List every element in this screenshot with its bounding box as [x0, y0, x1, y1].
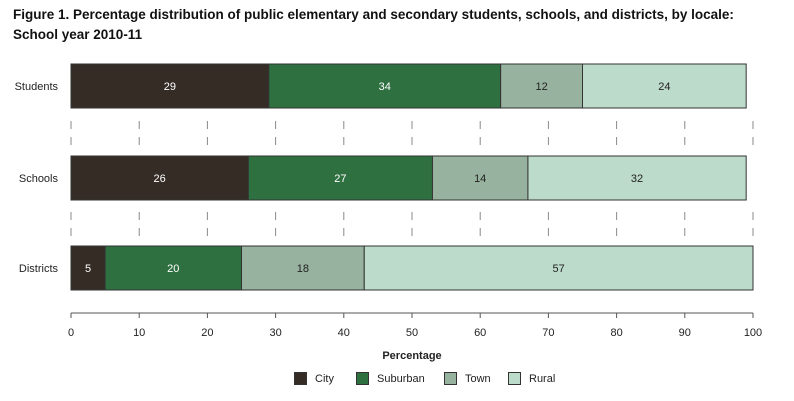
data-label-schools-rural: 32: [631, 173, 643, 185]
category-label-students: Students: [15, 81, 59, 93]
chart-title-line-1: Figure 1. Percentage distribution of pub…: [13, 7, 734, 22]
legend-label-city: City: [315, 372, 334, 385]
data-label-students-rural: 24: [658, 81, 670, 93]
data-label-schools-town: 14: [474, 173, 486, 185]
data-label-students-suburban: 34: [379, 81, 391, 93]
data-label-students-town: 12: [535, 81, 547, 93]
legend-swatch-city: [294, 372, 307, 385]
data-label-districts-city: 5: [85, 263, 91, 275]
bar-districts-city: [70, 245, 106, 291]
data-label-schools-suburban: 27: [334, 173, 346, 185]
bar-students-suburban: [268, 63, 502, 109]
category-label-schools: Schools: [19, 173, 59, 185]
bar-students-city: [70, 63, 270, 109]
chart-title: Figure 1. Percentage distribution of pub…: [13, 5, 788, 45]
x-tick-label-0: 0: [68, 327, 74, 339]
bar-districts-rural: [363, 245, 754, 291]
category-label-districts: Districts: [19, 263, 59, 275]
legend-item-suburban: Suburban: [356, 372, 425, 385]
legend-item-town: Town: [444, 372, 491, 385]
legend-label-rural: Rural: [529, 372, 556, 385]
data-label-districts-town: 18: [297, 263, 309, 275]
data-label-students-city: 29: [164, 81, 176, 93]
bar-students-rural: [582, 63, 747, 109]
legend-swatch-town: [444, 372, 457, 385]
bar-districts-suburban: [104, 245, 242, 291]
data-label-schools-city: 26: [154, 173, 166, 185]
bar-students-town: [500, 63, 583, 109]
x-tick-label-90: 90: [679, 327, 691, 339]
x-tick-label-50: 50: [406, 327, 418, 339]
x-tick-label-10: 10: [133, 327, 145, 339]
legend: City Suburban Town Rural: [0, 372, 794, 392]
x-tick-label-60: 60: [474, 327, 486, 339]
x-tick-label-70: 70: [542, 327, 554, 339]
chart-title-line-2: School year 2010-11: [13, 27, 143, 42]
x-tick-label-20: 20: [201, 327, 213, 339]
legend-swatch-suburban: [356, 372, 369, 385]
legend-item-city: City: [294, 372, 334, 385]
x-tick-label-40: 40: [338, 327, 350, 339]
x-axis-title: Percentage: [382, 350, 441, 362]
legend-item-rural: Rural: [508, 372, 555, 385]
legend-swatch-rural: [508, 372, 521, 385]
bar-districts-town: [241, 245, 365, 291]
legend-label-town: Town: [465, 372, 491, 385]
x-tick-label-100: 100: [744, 327, 762, 339]
x-tick-label-80: 80: [610, 327, 622, 339]
data-label-districts-suburban: 20: [167, 263, 179, 275]
legend-label-suburban: Suburban: [377, 372, 425, 385]
data-label-districts-rural: 57: [553, 263, 565, 275]
bar-schools-rural: [527, 155, 747, 201]
x-tick-label-30: 30: [269, 327, 281, 339]
